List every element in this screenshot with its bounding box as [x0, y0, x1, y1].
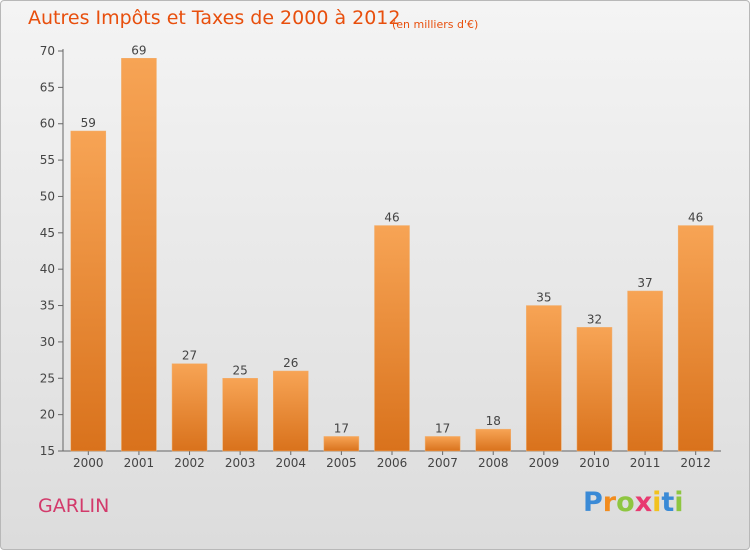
bar — [273, 370, 309, 452]
commune-name: GARLIN — [38, 495, 110, 517]
bar — [526, 305, 562, 452]
x-tick-label: 2002 — [174, 456, 205, 470]
y-tick-label: 65 — [40, 80, 55, 94]
x-tick-label: 2011 — [630, 456, 661, 470]
data-label: 69 — [131, 43, 146, 57]
bar — [70, 130, 107, 452]
chart-title: Autres Impôts et Taxes de 2000 à 2012 — [28, 7, 401, 29]
data-label: 17 — [334, 421, 349, 435]
data-label: 17 — [435, 421, 450, 435]
data-label: 46 — [384, 211, 399, 225]
data-label: 59 — [81, 116, 96, 130]
y-tick-label: 70 — [40, 44, 55, 58]
y-tick-label: 60 — [40, 117, 55, 131]
x-tick-label: 2009 — [529, 456, 560, 470]
bar — [475, 428, 511, 452]
y-tick-label: 50 — [40, 189, 55, 203]
bar — [424, 436, 461, 452]
x-tick-label: 2008 — [478, 456, 509, 470]
chart-unit-label: (en milliers d'€) — [392, 18, 479, 31]
bar — [627, 290, 663, 452]
proxiti-logo[interactable]: Proxiti — [583, 487, 684, 518]
y-tick-label: 15 — [40, 444, 55, 458]
x-tick-label: 2005 — [326, 456, 357, 470]
bar — [677, 225, 714, 452]
y-tick-label: 35 — [40, 299, 55, 313]
logo-letter: x — [634, 487, 653, 518]
x-tick-label: 2007 — [427, 456, 458, 470]
bars-group — [70, 58, 714, 452]
y-tick-label: 20 — [40, 408, 55, 422]
logo-letter: i — [652, 487, 662, 518]
data-label: 46 — [688, 211, 703, 225]
bar — [323, 436, 360, 452]
x-tick-label: 2004 — [275, 456, 306, 470]
data-label: 35 — [536, 291, 551, 305]
data-label: 32 — [587, 312, 602, 326]
x-tick-label: 2012 — [680, 456, 711, 470]
bar — [121, 58, 157, 452]
bar — [171, 363, 208, 452]
logo-letter: o — [616, 487, 635, 518]
logo-letter: P — [583, 487, 603, 518]
x-tick-label: 2000 — [73, 456, 104, 470]
bar — [576, 327, 613, 452]
bar — [374, 225, 410, 452]
y-tick-label: 55 — [40, 153, 55, 167]
y-tick-label: 40 — [40, 262, 55, 276]
bar — [222, 378, 258, 452]
logo-letter: t — [661, 487, 675, 518]
y-tick-label: 30 — [40, 335, 55, 349]
y-tick-label: 25 — [40, 371, 55, 385]
data-label: 25 — [233, 363, 248, 377]
x-tick-label: 2006 — [377, 456, 408, 470]
x-tick-label: 2010 — [579, 456, 610, 470]
data-label: 37 — [637, 276, 652, 290]
logo-letter: r — [602, 487, 617, 518]
data-label: 26 — [283, 356, 298, 370]
x-tick-label: 2001 — [124, 456, 155, 470]
data-labels-group: 59 2000 69 2001 27 2002 25 2003 26 2004 17 2005 46 20… — [73, 43, 711, 470]
x-tick-label: 2003 — [225, 456, 256, 470]
logo-letter: i — [674, 487, 684, 518]
data-label: 27 — [182, 349, 197, 363]
y-tick-label: 45 — [40, 226, 55, 240]
data-label: 18 — [486, 414, 501, 428]
